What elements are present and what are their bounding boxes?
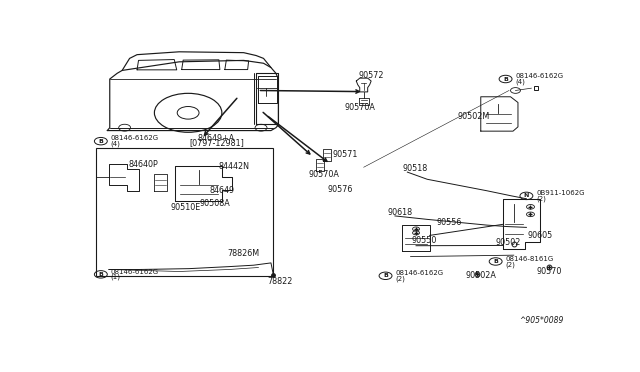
Text: B: B bbox=[503, 77, 508, 81]
Text: 90605: 90605 bbox=[527, 231, 553, 240]
Text: 84649+A: 84649+A bbox=[198, 134, 235, 143]
Text: B: B bbox=[99, 139, 103, 144]
Text: (2): (2) bbox=[506, 261, 515, 267]
Text: 90510E: 90510E bbox=[171, 203, 201, 212]
Text: B: B bbox=[99, 272, 103, 277]
Bar bbox=[96, 148, 273, 276]
Text: ^905*0089: ^905*0089 bbox=[519, 316, 564, 325]
Text: 90550: 90550 bbox=[412, 236, 436, 245]
Text: 84442N: 84442N bbox=[219, 162, 250, 171]
Text: 90572: 90572 bbox=[359, 71, 385, 80]
Text: 90618: 90618 bbox=[388, 208, 413, 217]
Text: 08146-6162G: 08146-6162G bbox=[111, 135, 159, 141]
Text: 90570: 90570 bbox=[536, 267, 562, 276]
Text: 84640P: 84640P bbox=[129, 160, 158, 169]
Text: 90502M: 90502M bbox=[458, 112, 490, 121]
Text: 08146-6162G: 08146-6162G bbox=[111, 269, 159, 275]
Text: 90570A: 90570A bbox=[344, 103, 375, 112]
Text: 08146-6162G: 08146-6162G bbox=[396, 270, 444, 276]
Text: B: B bbox=[493, 259, 498, 264]
Text: 90508A: 90508A bbox=[199, 199, 230, 208]
Text: 08146-8161G: 08146-8161G bbox=[506, 256, 554, 262]
Text: 84649: 84649 bbox=[210, 186, 235, 195]
Text: 08146-6162G: 08146-6162G bbox=[515, 73, 564, 79]
Text: B: B bbox=[383, 273, 388, 278]
Text: 90518: 90518 bbox=[403, 164, 428, 173]
Text: 90576: 90576 bbox=[327, 185, 353, 194]
Text: (2): (2) bbox=[536, 196, 546, 202]
Text: N: N bbox=[524, 193, 529, 198]
Text: 90556: 90556 bbox=[436, 218, 461, 227]
Text: [0797-12981]: [0797-12981] bbox=[189, 138, 244, 147]
Text: 90502: 90502 bbox=[495, 238, 521, 247]
Text: (4): (4) bbox=[515, 78, 525, 85]
Text: 0B911-1062G: 0B911-1062G bbox=[536, 190, 585, 196]
Text: (2): (2) bbox=[396, 275, 405, 282]
Text: 90571: 90571 bbox=[333, 150, 358, 158]
Text: (1): (1) bbox=[111, 274, 121, 280]
Text: 90502A: 90502A bbox=[466, 271, 497, 280]
Text: (4): (4) bbox=[111, 141, 120, 147]
Text: 78826M: 78826M bbox=[228, 249, 260, 258]
Text: 90570A: 90570A bbox=[308, 170, 339, 179]
Text: 78822: 78822 bbox=[268, 277, 293, 286]
